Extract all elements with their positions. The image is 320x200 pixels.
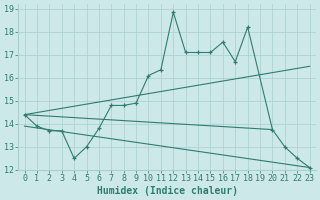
X-axis label: Humidex (Indice chaleur): Humidex (Indice chaleur) (97, 186, 237, 196)
